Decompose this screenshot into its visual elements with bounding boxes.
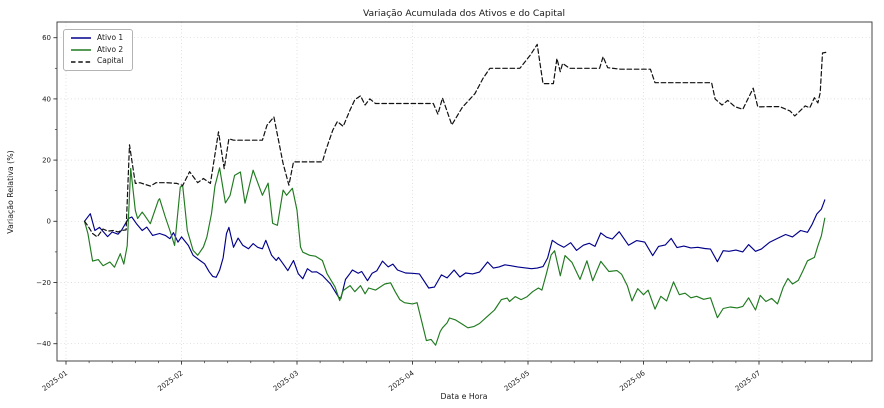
series-line-capital	[83, 43, 828, 238]
grid-lines	[57, 22, 872, 361]
x-tick-2025-04: 2025-04	[387, 369, 416, 393]
x-tick-2025-06: 2025-06	[618, 369, 647, 393]
x-tick-2025-05: 2025-05	[503, 369, 531, 393]
legend: Ativo 1 Ativo 2 Capital	[63, 29, 134, 71]
x-tick-2025-02: 2025-02	[156, 369, 184, 393]
legend-label: Capital	[97, 56, 124, 66]
x-tick-labels: 2025-01 2025-02 2025-03 2025-04 2025-05 2025-…	[41, 369, 762, 393]
y-tick-labels: 60 40 20 0 −20 −40	[36, 34, 51, 348]
x-tick-2025-03: 2025-03	[272, 369, 300, 393]
y-tick-0: 0	[47, 218, 51, 226]
series-line-ativo-2	[83, 167, 826, 346]
series-lines	[83, 43, 828, 346]
series-line-ativo-1	[83, 199, 826, 299]
legend-item-capital: Capital	[70, 57, 123, 66]
y-tick-40: 40	[42, 95, 51, 103]
axes	[53, 21, 873, 365]
chart-title: Variação Acumulada dos Ativos e do Capit…	[363, 8, 565, 19]
legend-item-ativo-2: Ativo 2	[70, 44, 124, 55]
y-tick-20: 20	[42, 157, 51, 165]
x-tick-2025-07: 2025-07	[734, 369, 762, 393]
legend-swatch-icon	[71, 60, 91, 63]
legend-swatch-icon	[71, 37, 91, 40]
y-tick-−40: −40	[36, 340, 51, 348]
x-tick-2025-01: 2025-01	[41, 369, 69, 393]
legend-item-ativo-1: Ativo 1	[70, 33, 124, 43]
legend-label: Ativo 1	[97, 33, 124, 42]
legend-swatch-icon	[71, 49, 91, 51]
legend-label: Ativo 2	[97, 44, 124, 54]
x-axis-label: Data e Hora	[441, 392, 488, 401]
y-tick-−20: −20	[36, 279, 51, 287]
y-axis-label: Variação Relativa (%)	[6, 150, 15, 233]
y-tick-60: 60	[42, 34, 51, 42]
